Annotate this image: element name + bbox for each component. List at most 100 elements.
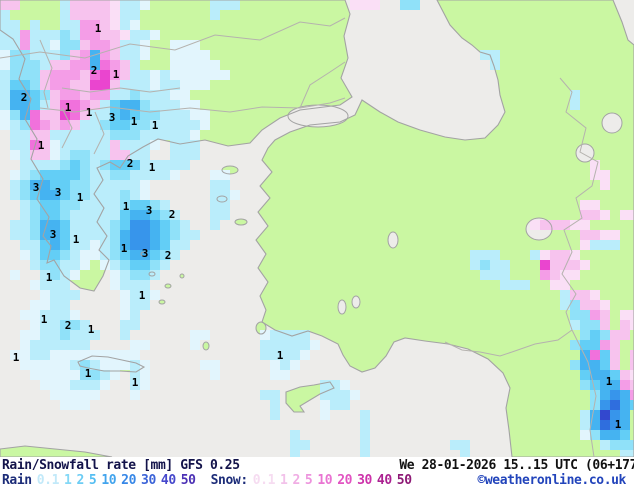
precip-cell xyxy=(110,10,120,20)
precip-cell xyxy=(130,340,140,350)
precip-cell xyxy=(560,260,570,270)
precip-cell xyxy=(90,90,100,100)
lake-coast xyxy=(387,231,399,249)
copyright-link[interactable]: ©weatheronline.co.uk xyxy=(477,473,626,488)
precip-cell xyxy=(120,70,130,80)
precip-cell xyxy=(30,70,40,80)
precip-cell xyxy=(100,60,110,70)
precip-value-label: 1 xyxy=(139,289,146,302)
precip-cell xyxy=(140,280,150,290)
island-coast xyxy=(158,299,166,305)
precip-cell xyxy=(590,420,600,430)
precip-cell xyxy=(20,130,30,140)
precip-cell xyxy=(70,160,80,170)
precip-cell xyxy=(60,300,70,310)
precip-cell xyxy=(110,130,120,140)
precip-cell xyxy=(60,400,70,410)
precip-cell xyxy=(610,350,620,360)
precip-cell xyxy=(30,190,40,200)
precip-cell xyxy=(320,400,330,410)
precip-cell xyxy=(10,40,20,50)
precip-cell xyxy=(270,330,280,340)
precip-cell xyxy=(60,280,70,290)
precip-cell xyxy=(110,230,120,240)
precip-cell xyxy=(320,390,330,400)
precip-cell xyxy=(100,170,110,180)
precip-cell xyxy=(120,60,130,70)
precip-cell xyxy=(40,70,50,80)
coastline-crete xyxy=(77,355,146,373)
precip-cell xyxy=(480,270,490,280)
precip-cell xyxy=(90,60,100,70)
precip-cell xyxy=(20,70,30,80)
precip-cell xyxy=(30,40,40,50)
precip-cell xyxy=(80,150,90,160)
precip-cell xyxy=(580,300,590,310)
lake-tuz xyxy=(388,232,398,248)
precip-cell xyxy=(110,140,120,150)
precip-cell xyxy=(590,320,600,330)
precip-cell xyxy=(120,270,130,280)
precip-cell xyxy=(140,150,150,160)
precip-cell xyxy=(30,170,40,180)
precip-cell xyxy=(10,60,20,70)
lake-coast xyxy=(351,295,361,309)
precip-cell xyxy=(600,230,610,240)
precip-cell xyxy=(620,430,630,440)
precip-cell xyxy=(620,410,630,420)
precip-cell xyxy=(480,50,490,60)
precip-cell xyxy=(140,380,150,390)
precip-cell xyxy=(360,450,370,457)
precip-cell xyxy=(70,290,80,300)
precip-cell xyxy=(580,290,590,300)
island-coast xyxy=(255,321,267,335)
precip-cell xyxy=(120,90,130,100)
precip-cell xyxy=(130,200,140,210)
precip-cell xyxy=(0,120,10,130)
precip-cell xyxy=(170,240,180,250)
precip-cell xyxy=(600,380,610,390)
precip-cell xyxy=(180,160,190,170)
precip-cell xyxy=(170,100,180,110)
precip-cell xyxy=(340,380,350,390)
precip-cell xyxy=(590,200,600,210)
precip-cell xyxy=(0,60,10,70)
precip-cell xyxy=(560,270,570,280)
precip-cell xyxy=(40,210,50,220)
precip-cell xyxy=(260,350,270,360)
precip-cell xyxy=(600,440,610,450)
precip-cell xyxy=(130,350,140,360)
precip-cell xyxy=(560,250,570,260)
precip-cell xyxy=(120,210,130,220)
precip-cell xyxy=(590,390,600,400)
precip-cell xyxy=(50,60,60,70)
precip-cell xyxy=(70,250,80,260)
precip-cell xyxy=(290,430,300,440)
precip-cell xyxy=(590,360,600,370)
precip-cell xyxy=(160,220,170,230)
precip-cell xyxy=(610,410,620,420)
precip-cell xyxy=(560,300,570,310)
precip-cell xyxy=(30,260,40,270)
island-coast xyxy=(148,271,156,277)
precip-cell xyxy=(80,100,90,110)
precip-cell xyxy=(290,350,300,360)
precip-cell xyxy=(50,110,60,120)
precip-cell xyxy=(70,140,80,150)
precip-cell xyxy=(0,70,10,80)
island-coast xyxy=(140,251,148,257)
precip-cell xyxy=(80,10,90,20)
legend-snow-value: 50 xyxy=(396,473,412,488)
precip-cell xyxy=(160,100,170,110)
precip-cell xyxy=(40,190,50,200)
precip-cell xyxy=(20,90,30,100)
precip-cell xyxy=(70,370,80,380)
precip-cell xyxy=(20,210,30,220)
precip-cell xyxy=(10,100,20,110)
precip-cell xyxy=(40,80,50,90)
legend-snow-value: 1 xyxy=(280,473,288,488)
precip-cell xyxy=(150,260,160,270)
precip-cell xyxy=(120,110,130,120)
precip-cell xyxy=(90,20,100,30)
precip-cell xyxy=(490,260,500,270)
